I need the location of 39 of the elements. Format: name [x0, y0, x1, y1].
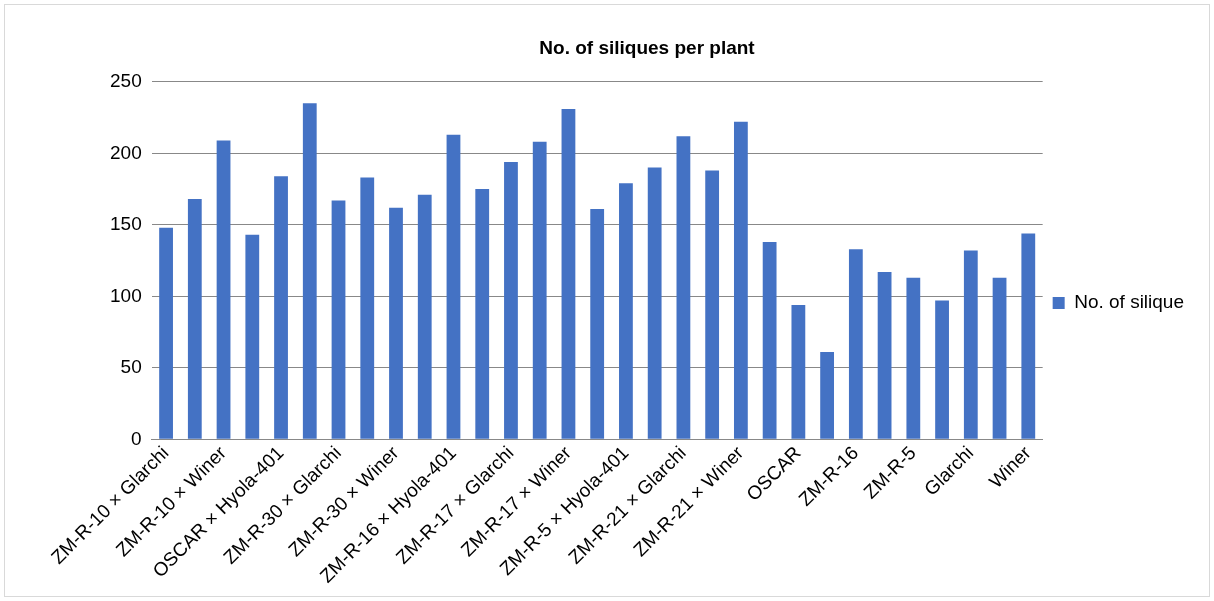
bar — [676, 136, 691, 439]
bar — [619, 183, 633, 439]
bar — [877, 272, 892, 439]
bar — [820, 352, 835, 439]
bar — [245, 234, 260, 439]
bar — [159, 227, 173, 439]
bar — [417, 194, 432, 439]
bar — [475, 189, 490, 439]
bar — [389, 207, 403, 439]
bar — [216, 140, 231, 439]
y-tick-label: 250 — [110, 70, 142, 92]
bar — [561, 108, 576, 439]
y-tick-label: 150 — [110, 213, 142, 235]
bar — [762, 241, 777, 439]
bar — [647, 167, 662, 439]
bar — [906, 277, 921, 439]
y-tick-label: 50 — [120, 356, 142, 378]
bar — [590, 209, 605, 439]
y-tick-label: 0 — [131, 427, 142, 449]
legend-label: No. of silique — [1074, 291, 1185, 313]
bar — [705, 170, 720, 439]
bar — [848, 249, 863, 439]
bar — [446, 134, 461, 439]
bar — [187, 199, 202, 439]
bar — [532, 141, 547, 439]
bar — [274, 176, 288, 439]
bar — [992, 277, 1007, 439]
y-tick-label: 200 — [110, 141, 142, 163]
bar — [791, 304, 806, 439]
bar — [1021, 233, 1036, 439]
bar — [935, 300, 949, 439]
bar — [302, 103, 317, 439]
bar — [504, 161, 518, 439]
y-tick-label: 100 — [110, 284, 142, 306]
bar — [963, 250, 978, 439]
chart-title: No. of siliques per plant — [539, 36, 756, 58]
bar — [331, 200, 346, 439]
bar — [360, 177, 375, 439]
bar — [733, 121, 748, 439]
